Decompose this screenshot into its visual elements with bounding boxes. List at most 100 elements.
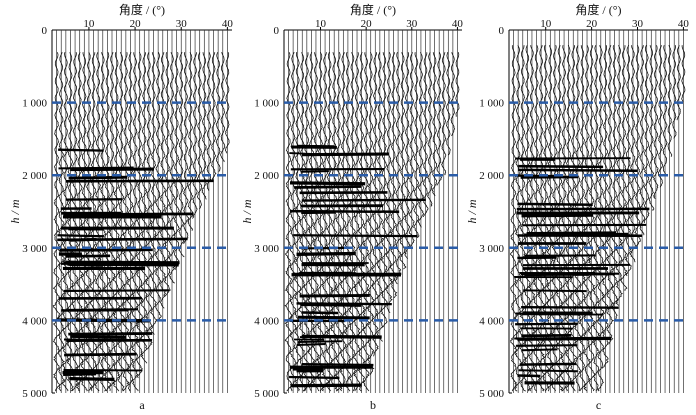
trace-wiggle	[343, 52, 352, 392]
reflection-event	[515, 344, 578, 347]
y-tick-label: 0	[274, 25, 280, 37]
reflection-event	[70, 237, 97, 242]
trace-wiggle	[601, 45, 610, 369]
x-tick-label: 10	[83, 18, 95, 30]
trace-wiggle	[362, 52, 370, 392]
trace-wiggle	[289, 52, 298, 392]
y-tick-label: 2 000	[254, 170, 279, 182]
trace-wiggle	[376, 52, 384, 342]
trace-wiggle	[52, 52, 61, 392]
trace-wiggle	[220, 52, 226, 163]
trace-wiggle	[182, 52, 189, 245]
x-tick-label: 40	[222, 18, 234, 30]
trace-wiggle	[431, 52, 438, 197]
reflection-event	[521, 306, 619, 309]
trace-wiggle	[592, 45, 601, 392]
reflection-event	[296, 342, 326, 346]
reflection-event	[288, 375, 340, 380]
x-tick-label: 20	[586, 18, 598, 30]
y-tick-label: 4 000	[479, 315, 504, 327]
panel-label: c	[596, 398, 601, 412]
y-tick-label: 1 000	[22, 98, 47, 110]
y-tick-label: 5 000	[479, 388, 504, 400]
y-tick-label: 1 000	[254, 98, 279, 110]
trace-wiggle	[408, 52, 415, 249]
trace-wiggle	[643, 45, 650, 224]
reflection-event	[301, 170, 329, 173]
trace-wiggle	[206, 52, 212, 191]
reflection-event	[517, 202, 593, 206]
trace-wiggle	[211, 52, 217, 182]
x-tick-label: 30	[176, 18, 188, 30]
trace-wiggle	[417, 52, 425, 228]
trace-wiggle	[149, 52, 158, 335]
trace-wiggle	[403, 52, 411, 259]
reflection-event	[296, 302, 392, 306]
y-tick-label: 5 000	[254, 388, 279, 400]
reflection-event	[297, 315, 370, 320]
panel-label: a	[139, 398, 145, 412]
reflection-event	[301, 198, 426, 202]
reflection-event	[518, 164, 604, 169]
y-axis-label: h / m	[240, 199, 254, 223]
x-axis-label: 角度 / (°)	[119, 2, 165, 17]
trace-wiggle	[385, 52, 393, 313]
x-axis-label: 角度 / (°)	[575, 2, 621, 17]
trace-wiggle	[140, 52, 149, 364]
trace-wiggle	[311, 52, 320, 392]
trace-wiggle	[201, 52, 207, 200]
trace-wiggle	[681, 45, 686, 103]
trace-wiggle	[307, 52, 316, 392]
trace-wiggle	[298, 52, 307, 392]
x-tick-label: 20	[361, 18, 373, 30]
y-tick-label: 4 000	[254, 315, 279, 327]
trace-wiggle	[366, 52, 375, 375]
reflection-event	[65, 179, 214, 183]
reflection-event	[297, 340, 343, 344]
trace-wiggle	[606, 45, 615, 345]
reflection-event	[63, 289, 170, 292]
reflection-event	[517, 374, 541, 378]
reflection-event	[57, 234, 104, 238]
trace-wiggle	[348, 52, 357, 392]
trace-wiggle	[441, 52, 447, 176]
trace-wiggle	[168, 52, 176, 284]
reflection-event	[520, 175, 579, 179]
trace-wiggle	[173, 52, 180, 271]
trace-wiggle	[163, 52, 172, 297]
trace-wiggle	[394, 52, 402, 285]
reflection-event	[302, 311, 339, 315]
reflection-event	[289, 181, 366, 186]
trace-wiggle	[215, 52, 221, 172]
reflection-event	[526, 231, 617, 235]
trace-wiggle	[667, 45, 673, 157]
reflection-event	[301, 362, 374, 367]
trace-wiggle	[187, 52, 194, 231]
trace-wiggle	[624, 45, 632, 277]
trace-wiggle	[676, 45, 681, 121]
trace-wiggle	[303, 52, 311, 392]
trace-wiggle	[380, 52, 389, 328]
trace-wiggle	[578, 45, 587, 392]
x-tick-label: 10	[315, 18, 327, 30]
trace-wiggle	[662, 45, 668, 176]
reflection-event	[293, 234, 418, 238]
trace-wiggle	[334, 52, 344, 392]
reflection-event	[58, 148, 104, 152]
reflection-event	[299, 367, 324, 371]
trace-wiggle	[330, 52, 339, 392]
trace-wiggle	[399, 52, 407, 270]
y-tick-label: 3 000	[254, 243, 279, 255]
trace-wiggle	[532, 45, 541, 392]
trace-wiggle	[514, 45, 523, 392]
trace-wiggle	[455, 52, 460, 117]
reflection-event	[524, 232, 629, 236]
trace-wiggle	[427, 52, 433, 207]
reflection-event	[289, 209, 400, 214]
reflection-event	[66, 260, 160, 265]
trace-wiggle	[657, 45, 664, 188]
trace-wiggle	[672, 45, 677, 139]
panel-label: b	[370, 398, 376, 412]
trace-wiggle	[450, 52, 456, 137]
